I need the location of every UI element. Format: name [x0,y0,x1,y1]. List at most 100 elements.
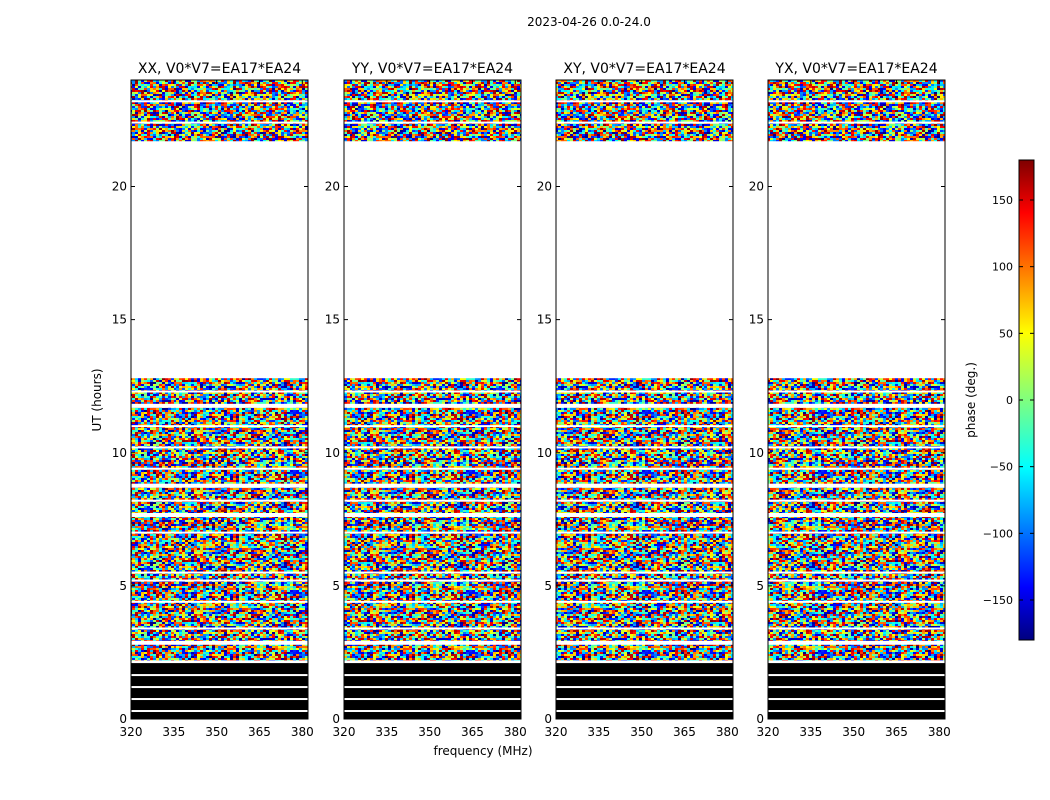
flag-gap [768,686,945,689]
flag-gap [768,698,945,701]
row-gap [556,600,733,603]
flag-gap [344,710,521,713]
colorbar-tick-label: 150 [992,194,1013,207]
row-gap [768,579,945,582]
row-gap [768,446,945,449]
row-gap [131,425,308,428]
row-gap [344,390,521,393]
flag-gap [556,674,733,677]
y-tick-label: 5 [332,579,340,593]
row-gap [344,512,521,517]
phase-data-block [556,80,733,142]
row-gap [344,531,521,534]
flag-gap [556,686,733,689]
row-gap [768,121,945,124]
phase-data-block [131,378,308,661]
colorbar-label: phase (deg.) [964,362,978,438]
x-tick-label: 350 [418,725,441,739]
x-tick-label: 335 [587,725,610,739]
row-gap [131,483,308,488]
row-gap [344,579,521,582]
row-gap [768,100,945,103]
flag-gap [344,674,521,677]
x-axis-label: frequency (MHz) [433,744,532,758]
flag-gap [768,674,945,677]
row-gap [556,640,733,645]
row-gap [344,446,521,449]
phase-data-block [344,80,521,142]
row-gap [556,627,733,630]
x-tick-label: 380 [504,725,527,739]
row-gap [344,467,521,470]
row-gap [131,467,308,470]
axes-frame [767,79,946,720]
y-tick-label: 15 [325,313,340,327]
row-gap [131,100,308,103]
row-gap [556,499,733,502]
flag-gap [556,710,733,713]
y-tick-label: 0 [544,712,552,726]
row-gap [131,403,308,408]
row-gap [344,571,521,574]
row-gap [131,446,308,449]
row-gap [768,531,945,534]
row-gap [768,571,945,574]
x-tick-label: 320 [545,725,568,739]
axes-frame [555,79,734,720]
x-tick-label: 365 [461,725,484,739]
flag-gap [131,698,308,701]
y-tick-label: 20 [325,180,340,194]
row-gap [556,100,733,103]
row-gap [768,390,945,393]
y-tick-label: 5 [119,579,127,593]
row-gap [131,571,308,574]
x-tick-label: 380 [716,725,739,739]
colorbar-tick-label: −100 [983,527,1013,540]
row-gap [556,390,733,393]
row-gap [344,425,521,428]
y-tick-label: 10 [112,446,127,460]
row-gap [131,627,308,630]
y-tick-label: 0 [756,712,764,726]
x-tick-label: 365 [248,725,271,739]
panel-yy: 0 5 10 15 20 320 335 350 365 380 YY, V0*V7=EA17*EA… [325,61,527,739]
colorbar: 150 100 50 0 −50 −100 −150 phase (deg.) [964,159,1035,641]
row-gap [131,531,308,534]
row-gap [768,403,945,408]
flagged-block [131,663,308,719]
row-gap [131,600,308,603]
row-gap [344,403,521,408]
y-axis-label: UT (hours) [90,368,104,431]
x-tick-label: 365 [673,725,696,739]
panel-title: XY, V0*V7=EA17*EA24 [563,61,725,77]
row-gap [556,579,733,582]
y-tick-label: 20 [749,180,764,194]
x-tick-label: 350 [630,725,653,739]
flag-gap [768,710,945,713]
row-gap [344,483,521,488]
flag-gap [131,686,308,689]
y-tick-label: 20 [112,180,127,194]
x-tick-label: 365 [885,725,908,739]
x-tick-label: 350 [205,725,228,739]
phase-data-block [768,80,945,142]
row-gap [768,425,945,428]
row-gap [556,571,733,574]
row-gap [768,640,945,645]
phase-data-block [131,80,308,142]
y-tick-label: 15 [749,313,764,327]
row-gap [344,499,521,502]
colorbar-ticks: 150 100 50 0 −50 −100 −150 [983,194,1034,607]
row-gap [131,390,308,393]
panel-title: XX, V0*V7=EA17*EA24 [138,61,301,77]
y-tick-label: 10 [537,446,552,460]
panel-yx: 0 5 10 15 20 320 335 350 365 380 YX, V0*V7=EA17*EA… [749,61,951,739]
row-gap [556,483,733,488]
flag-gap [344,686,521,689]
row-gap [556,467,733,470]
colorbar-tick-label: 100 [992,261,1013,274]
axes-frame [343,79,522,720]
row-gap [131,499,308,502]
figure-suptitle: 2023-04-26 0.0-24.0 [527,15,651,29]
